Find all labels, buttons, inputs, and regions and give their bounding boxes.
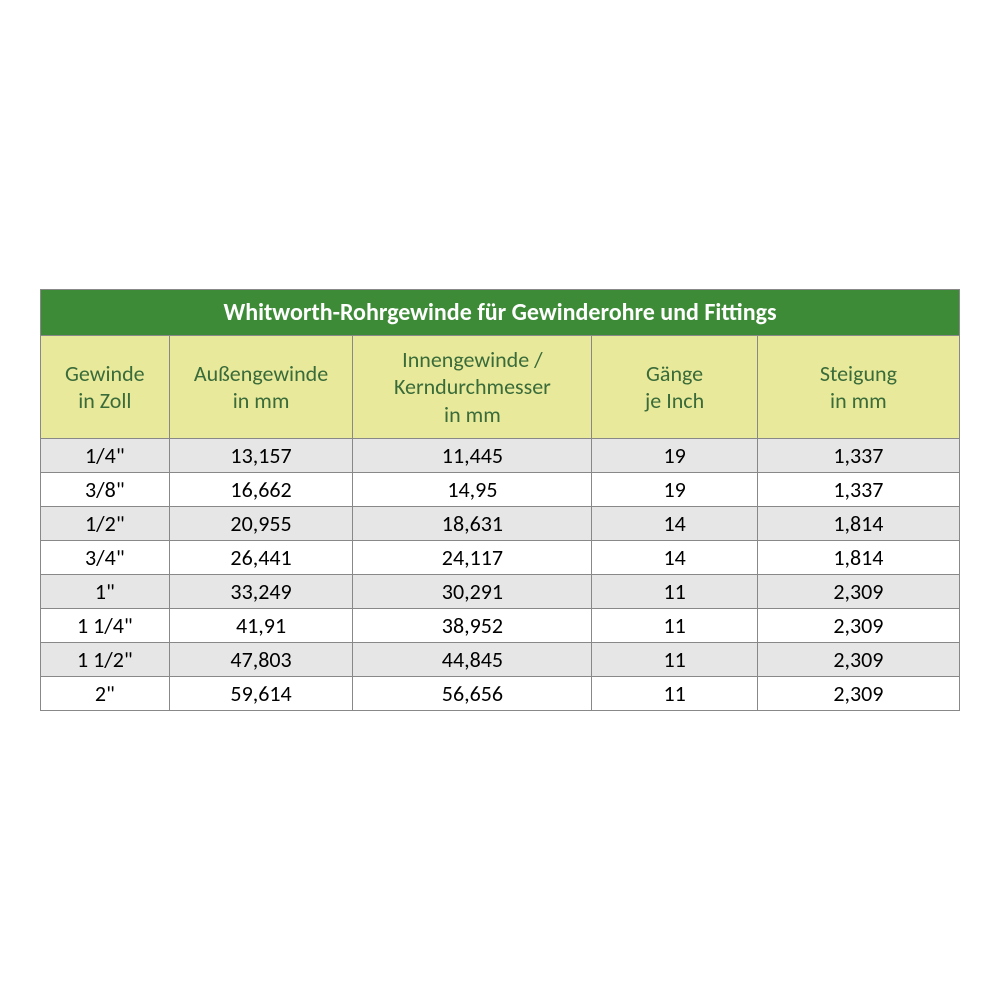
header-steigung-line2: in mm <box>830 387 887 414</box>
header-aussengewinde: Außengewinde in mm <box>169 335 353 439</box>
cell-gewinde: 1 1/2" <box>41 643 170 677</box>
table-row: 3/8" 16,662 14,95 19 1,337 <box>41 473 960 507</box>
cell-aussengewinde: 13,157 <box>169 439 353 473</box>
cell-aussengewinde: 16,662 <box>169 473 353 507</box>
cell-aussengewinde: 41,91 <box>169 609 353 643</box>
cell-gaenge: 11 <box>592 643 757 677</box>
cell-steigung: 2,309 <box>757 677 959 711</box>
header-innengewinde: Innengewinde / Kerndurchmesser in mm <box>353 335 592 439</box>
cell-gewinde: 1/4" <box>41 439 170 473</box>
cell-gewinde: 3/8" <box>41 473 170 507</box>
header-steigung-line1: Steigung <box>820 360 897 387</box>
cell-aussengewinde: 59,614 <box>169 677 353 711</box>
thread-table-container: Whitworth-Rohrgewinde für Gewinderohre u… <box>40 289 960 712</box>
cell-innengewinde: 44,845 <box>353 643 592 677</box>
cell-gewinde: 3/4" <box>41 541 170 575</box>
cell-innengewinde: 38,952 <box>353 609 592 643</box>
cell-gaenge: 14 <box>592 507 757 541</box>
cell-gewinde: 1/2" <box>41 507 170 541</box>
cell-aussengewinde: 26,441 <box>169 541 353 575</box>
cell-innengewinde: 11,445 <box>353 439 592 473</box>
header-gaenge: Gänge je Inch <box>592 335 757 439</box>
cell-aussengewinde: 33,249 <box>169 575 353 609</box>
header-gewinde: Gewinde in Zoll <box>41 335 170 439</box>
cell-aussengewinde: 47,803 <box>169 643 353 677</box>
cell-innengewinde: 30,291 <box>353 575 592 609</box>
header-innengewinde-line2: Kerndurchmesser <box>394 373 551 400</box>
table-row: 1 1/4" 41,91 38,952 11 2,309 <box>41 609 960 643</box>
table-title-row: Whitworth-Rohrgewinde für Gewinderohre u… <box>41 289 960 335</box>
cell-steigung: 2,309 <box>757 643 959 677</box>
cell-innengewinde: 24,117 <box>353 541 592 575</box>
table-row: 1 1/2" 47,803 44,845 11 2,309 <box>41 643 960 677</box>
cell-innengewinde: 18,631 <box>353 507 592 541</box>
header-gewinde-line1: Gewinde <box>65 360 145 387</box>
cell-innengewinde: 14,95 <box>353 473 592 507</box>
header-innengewinde-line3: in mm <box>444 401 501 428</box>
table-row: 2" 59,614 56,656 11 2,309 <box>41 677 960 711</box>
table-row: 1/2" 20,955 18,631 14 1,814 <box>41 507 960 541</box>
cell-gaenge: 19 <box>592 473 757 507</box>
table-header-row: Gewinde in Zoll Außengewinde in mm Innen… <box>41 335 960 439</box>
cell-gewinde: 1" <box>41 575 170 609</box>
cell-steigung: 2,309 <box>757 609 959 643</box>
cell-innengewinde: 56,656 <box>353 677 592 711</box>
cell-aussengewinde: 20,955 <box>169 507 353 541</box>
table-title: Whitworth-Rohrgewinde für Gewinderohre u… <box>41 289 960 335</box>
thread-table: Whitworth-Rohrgewinde für Gewinderohre u… <box>40 289 960 712</box>
cell-gaenge: 11 <box>592 609 757 643</box>
cell-gaenge: 14 <box>592 541 757 575</box>
cell-steigung: 1,814 <box>757 541 959 575</box>
cell-gewinde: 2" <box>41 677 170 711</box>
header-steigung: Steigung in mm <box>757 335 959 439</box>
cell-gewinde: 1 1/4" <box>41 609 170 643</box>
cell-steigung: 1,337 <box>757 473 959 507</box>
table-row: 3/4" 26,441 24,117 14 1,814 <box>41 541 960 575</box>
header-gaenge-line2: je Inch <box>645 387 704 414</box>
header-aussengewinde-line1: Außengewinde <box>194 360 328 387</box>
table-row: 1/4" 13,157 11,445 19 1,337 <box>41 439 960 473</box>
header-gewinde-line2: in Zoll <box>78 387 131 414</box>
header-aussengewinde-line2: in mm <box>233 387 290 414</box>
header-gaenge-line1: Gänge <box>646 360 703 387</box>
cell-gaenge: 19 <box>592 439 757 473</box>
cell-gaenge: 11 <box>592 677 757 711</box>
cell-steigung: 1,337 <box>757 439 959 473</box>
cell-steigung: 2,309 <box>757 575 959 609</box>
header-innengewinde-line1: Innengewinde / <box>402 346 543 373</box>
cell-steigung: 1,814 <box>757 507 959 541</box>
cell-gaenge: 11 <box>592 575 757 609</box>
table-row: 1" 33,249 30,291 11 2,309 <box>41 575 960 609</box>
